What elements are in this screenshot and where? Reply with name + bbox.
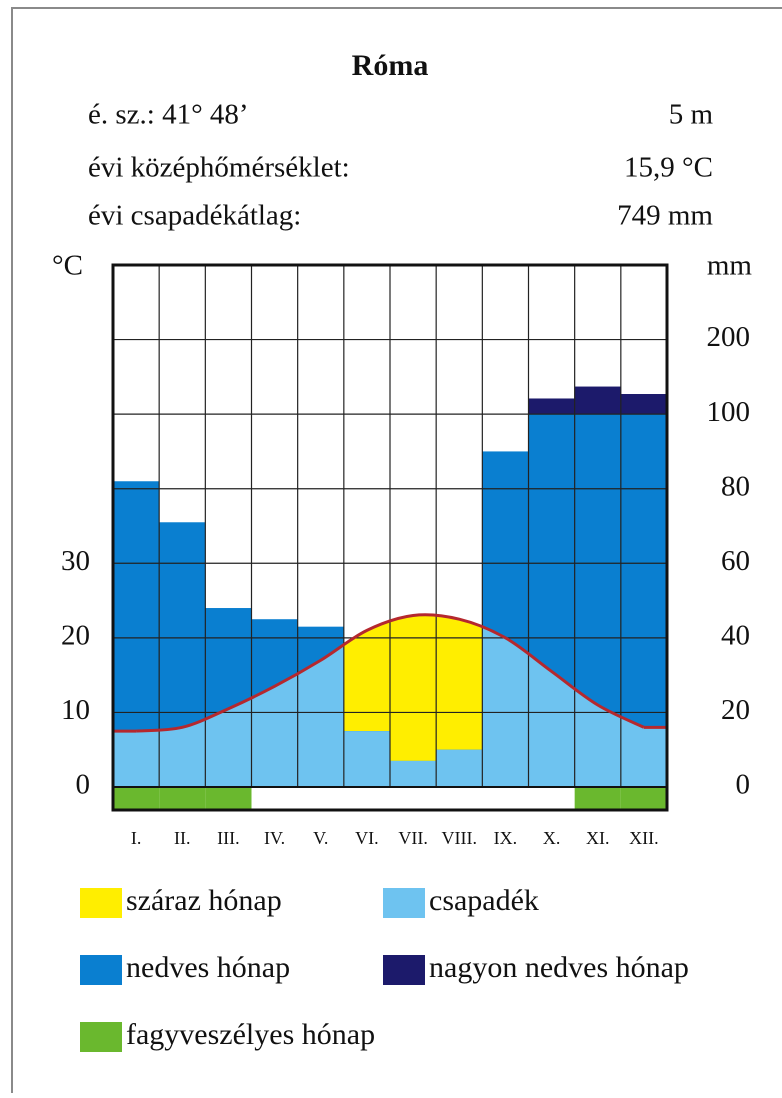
x-tick-label: XII. <box>629 828 659 848</box>
y-tick-label: 0 <box>76 769 91 801</box>
x-tick-label: XI. <box>586 828 610 848</box>
frost-cell <box>205 787 252 810</box>
frost-cell <box>436 787 483 810</box>
plot-frame <box>111 263 669 812</box>
frost-cell <box>343 787 390 810</box>
frost-cell <box>482 787 529 810</box>
x-tick-label: VII. <box>398 828 428 848</box>
very-wet-bar <box>620 394 667 415</box>
legend-label: száraz hónap <box>126 884 282 917</box>
legend-label: fagyveszélyes hónap <box>126 1018 375 1051</box>
legend-label: nedves hónap <box>126 951 290 984</box>
frost-cell <box>159 787 206 810</box>
y2-tick-label: 0 <box>736 769 751 801</box>
legend-label: nagyon nedves hónap <box>429 951 689 984</box>
frost-cell <box>113 787 160 810</box>
frost-cell <box>297 787 344 810</box>
x-tick-label: IV. <box>264 828 285 848</box>
x-tick-label: V. <box>313 828 328 848</box>
x-tick-label: VI. <box>355 828 379 848</box>
frost-cell <box>528 787 575 810</box>
x-tick-label: X. <box>543 828 561 848</box>
info-label: évi csapadékátlag: <box>88 200 301 232</box>
y-tick-label: 20 <box>61 620 90 652</box>
info-value: 5 m <box>669 99 714 131</box>
legend-swatch <box>80 1022 122 1052</box>
x-tick-label: IX. <box>494 828 518 848</box>
y2-tick-label: 40 <box>721 620 750 652</box>
chart-title: Róma <box>352 49 429 82</box>
x-tick-label: VIII. <box>442 828 477 848</box>
y2-tick-label: 20 <box>721 694 750 726</box>
legend-swatch <box>383 888 425 918</box>
info-value: 15,9 °C <box>624 152 713 184</box>
frost-cell <box>251 787 298 810</box>
frost-cell <box>620 787 667 810</box>
temperature-line <box>135 613 645 733</box>
y2-tick-label: 100 <box>707 396 751 428</box>
y2-tick-label: 80 <box>721 470 750 502</box>
y2-tick-label: 200 <box>707 321 751 353</box>
y-tick-label: 10 <box>61 694 90 726</box>
x-tick-label: I. <box>131 828 142 848</box>
y2-axis-label: mm <box>707 250 753 282</box>
legend-swatch <box>80 955 122 985</box>
info-value: 749 mm <box>617 200 713 232</box>
legend-swatch <box>80 888 122 918</box>
x-tick-label: II. <box>174 828 191 848</box>
legend-swatch <box>383 955 425 985</box>
info-label: évi középhőmérséklet: <box>88 152 350 184</box>
x-tick-label: III. <box>217 828 239 848</box>
very-wet-bar <box>528 398 575 415</box>
frost-cell <box>390 787 437 810</box>
y2-tick-label: 60 <box>721 545 750 577</box>
y-tick-label: 30 <box>61 545 90 577</box>
y-axis-label: °C <box>52 250 83 282</box>
frost-cell <box>574 787 621 810</box>
info-label: é. sz.: 41° 48’ <box>88 99 249 131</box>
legend-label: csapadék <box>429 884 539 917</box>
very-wet-bar <box>574 386 621 415</box>
